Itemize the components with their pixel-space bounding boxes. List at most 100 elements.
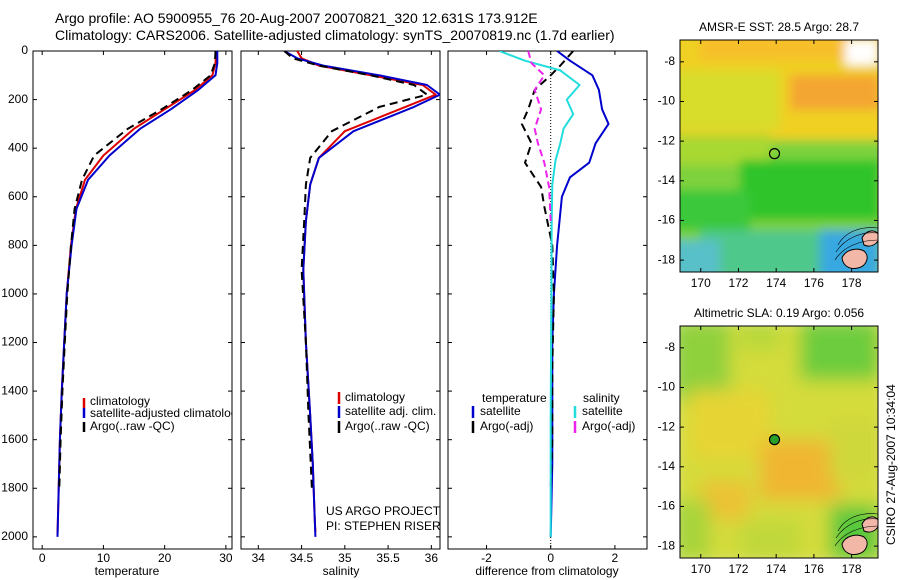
legend-label-satellite-adjusted: satellite-adjusted climatology: [90, 406, 243, 420]
y-tick-label: 1200: [1, 335, 28, 349]
legend-label-sal-satellite: satellite: [582, 404, 623, 418]
lat-tick-label: -16: [658, 499, 676, 513]
salinity-legend: climatology satellite adj. clim. Argo(..…: [337, 390, 436, 433]
temperature-panel: 0 200 400 600 800 1000 1200 1400 1600 1800 2000 0 1…: [1, 43, 243, 578]
sla-field: [680, 326, 878, 558]
lat-tick-label: -14: [658, 173, 676, 187]
profile-title: Argo profile: AO 5900955_76 20-Aug-2007 …: [55, 10, 538, 26]
lat-tick-label: -8: [664, 54, 675, 68]
lon-tick-label: 174: [766, 562, 786, 576]
lon-tick-label: 172: [728, 562, 748, 576]
sla-map-panel: Altimetric SLA: 0.19 Argo: 0.056: [658, 306, 879, 576]
x-tick-label: 20: [158, 551, 172, 565]
project-annotation: US ARGO PROJECT: [326, 504, 441, 518]
y-tick-label: 400: [8, 140, 28, 154]
legend-label-satellite-adj: satellite adj. clim.: [345, 404, 436, 418]
sst-land: [834, 227, 878, 269]
legend-label-temp-satellite: satellite: [480, 404, 521, 418]
x-tick-label: -2: [481, 551, 492, 565]
salinity-xlabel: salinity: [323, 564, 360, 578]
salinity-series: [283, 51, 440, 537]
y-tick-label: 200: [8, 92, 28, 106]
sst-map-frame: [679, 39, 879, 273]
climatology-title: Climatology: CARS2006. Satellite-adjuste…: [55, 27, 615, 43]
legend-label-climatology: climatology: [90, 394, 150, 408]
csiro-credit: CSIRO 27-Aug-2007 10:34:04: [884, 384, 898, 545]
temperature-x-axis: 0 10 20 30: [39, 51, 233, 565]
lon-tick-label: 170: [691, 276, 711, 290]
lon-tick-label: 174: [766, 276, 786, 290]
sla-map-axes: 170 172 174 176 178 -8 -10 -12 -14 -16 -18: [658, 326, 878, 576]
series-salinity-argo-adj: [527, 51, 552, 222]
lon-tick-label: 176: [804, 276, 824, 290]
x-tick-label: 35: [338, 551, 352, 565]
x-tick-label: 0: [39, 551, 46, 565]
x-tick-label: 0: [547, 551, 554, 565]
x-tick-label: 34: [252, 551, 266, 565]
argo-float-marker: [768, 148, 781, 160]
x-tick-label: 30: [219, 551, 233, 565]
series-argo-raw-qc: [283, 51, 428, 489]
temperature-legend: climatology satellite-adjusted climatolo…: [82, 394, 243, 433]
temperature-series: [56, 51, 219, 537]
x-tick-label: 35.5: [376, 551, 400, 565]
sst-map-axes: 170 172 174 176 178 -8 -10 -12 -14 -16 -18: [658, 40, 878, 290]
legend-title-salinity: salinity: [583, 391, 620, 405]
sla-map-title: Altimetric SLA: 0.19 Argo: 0.056: [694, 306, 864, 320]
salinity-x-axis: 34 34.5 35 35.5 36: [252, 51, 439, 565]
x-tick-label: 2: [612, 551, 619, 565]
y-tick-label: 2000: [1, 529, 28, 543]
x-tick-label: 36: [425, 551, 439, 565]
salinity-axes-box: [240, 50, 441, 550]
lon-tick-label: 178: [842, 562, 862, 576]
figure-header: Argo profile: AO 5900955_76 20-Aug-2007 …: [55, 10, 615, 44]
lat-tick-label: -18: [658, 252, 676, 266]
lon-tick-label: 170: [691, 562, 711, 576]
difference-panel: -2 0 2 difference from climatology tempera…: [447, 50, 648, 578]
depth-axis: 0 200 400 600 800 1000 1200 1400 1600 1800 2000: [1, 43, 232, 543]
legend-label-argo: Argo(..raw -QC): [90, 419, 175, 433]
series-argo-raw-qc: [58, 51, 217, 489]
temperature-xlabel: temperature: [95, 564, 160, 578]
series-satellite-adj-clim: [283, 51, 440, 537]
pi-annotation: PI: STEPHEN RISER: [326, 519, 441, 533]
lat-tick-label: -18: [658, 538, 676, 552]
y-tick-label: 1400: [1, 383, 28, 397]
salinity-panel: 34 34.5 35 35.5 36 salinity climatology sate…: [240, 50, 441, 578]
y-tick-label: 600: [8, 189, 28, 203]
series-salinity-satellite: [499, 51, 581, 537]
legend-label-climatology: climatology: [345, 390, 405, 404]
y-tick-label: 1800: [1, 480, 28, 494]
sst-map-panel: AMSR-E SST: 28.5 Argo: 28.7: [658, 20, 879, 290]
salinity-depth-ticks: [241, 50, 440, 538]
lat-tick-label: -16: [658, 213, 676, 227]
y-tick-label: 1000: [1, 286, 28, 300]
sst-map-title: AMSR-E SST: 28.5 Argo: 28.7: [699, 20, 859, 34]
legend-title-temperature: temperature: [482, 391, 547, 405]
lat-tick-label: -12: [658, 133, 676, 147]
y-tick-label: 0: [21, 43, 28, 57]
difference-depth-ticks: [448, 50, 647, 538]
lon-tick-label: 176: [804, 562, 824, 576]
lat-tick-label: -14: [658, 459, 676, 473]
difference-x-axis: -2 0 2: [481, 51, 619, 565]
difference-legend: temperature salinity satellite Argo(-adj…: [471, 391, 635, 433]
lat-tick-label: -8: [664, 340, 675, 354]
lon-tick-label: 172: [728, 276, 748, 290]
x-tick-label: 10: [97, 551, 111, 565]
difference-series: [499, 51, 610, 537]
sst-field: [680, 40, 878, 272]
legend-label-temp-argo: Argo(-adj): [480, 419, 533, 433]
x-tick-label: 34.5: [290, 551, 314, 565]
lat-tick-label: -10: [658, 94, 676, 108]
sla-land: [834, 513, 878, 555]
y-tick-label: 800: [8, 238, 28, 252]
difference-axes-box: [447, 50, 648, 550]
legend-label-argo: Argo(..raw -QC): [345, 419, 430, 433]
legend-label-sal-argo: Argo(-adj): [582, 419, 635, 433]
y-tick-label: 1600: [1, 432, 28, 446]
sla-map-frame: [679, 325, 879, 559]
lat-tick-label: -12: [658, 419, 676, 433]
lon-tick-label: 178: [842, 276, 862, 290]
